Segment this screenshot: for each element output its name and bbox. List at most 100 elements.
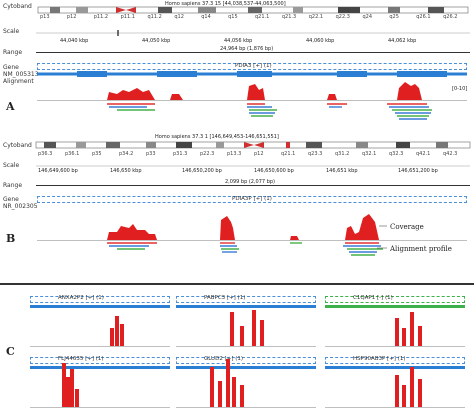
coverage-baseline xyxy=(176,346,316,347)
band-label: q21.1 xyxy=(255,14,270,20)
band-label: q23.3 xyxy=(308,151,323,157)
gene-box-b[interactable] xyxy=(37,196,467,203)
band-label: q31.2 xyxy=(335,151,350,157)
cytoband-label: Cytoband xyxy=(3,3,32,10)
scale-tick-label: 44,060 kbp xyxy=(306,38,335,44)
band-label: p13.3 xyxy=(227,151,242,157)
coverage-peak xyxy=(395,318,399,346)
alignment-label: Alignment xyxy=(3,78,34,85)
coverage-peak xyxy=(120,324,124,346)
scale-tick-label: 44,040 kbp xyxy=(60,38,89,44)
mini-gene-track xyxy=(30,305,170,308)
band-label: p36.3 xyxy=(38,151,53,157)
mini-gene-box[interactable] xyxy=(325,357,465,364)
scale-tick-label: 146,651,200 bp xyxy=(398,168,438,174)
coverage-peak xyxy=(110,328,114,346)
range-label: Range xyxy=(3,49,23,56)
band-label: p13 xyxy=(40,14,50,20)
band-label: q42.1 xyxy=(416,151,431,157)
band-label: q14 xyxy=(201,14,211,20)
scale-label-b: Scale xyxy=(3,162,20,169)
coverage-baseline xyxy=(30,407,170,408)
mini-gene-track xyxy=(325,366,465,369)
gene-name-b: PDIA3P [+] (1) xyxy=(232,196,272,202)
coverage-b xyxy=(107,214,387,256)
mini-gene-box[interactable] xyxy=(176,357,316,364)
mini-gene-track xyxy=(30,366,170,369)
coverage-peak xyxy=(210,367,214,407)
mini-gene-name: HSP90AB3P [+] (1) xyxy=(353,356,406,362)
band-label: p22.3 xyxy=(200,151,215,157)
coverage-annotation: Coverage xyxy=(390,223,424,231)
band-label: q21.1 xyxy=(281,151,296,157)
accession-label: NM_005313 xyxy=(3,71,39,78)
coverage-peak xyxy=(260,320,264,346)
mini-gene-box[interactable] xyxy=(30,357,170,364)
mini-gene-name: C1QAP1 [-] (1) xyxy=(353,295,393,301)
band-label: p31.3 xyxy=(173,151,188,157)
band-label: p12 xyxy=(66,14,77,20)
band-label: q12 xyxy=(174,14,184,20)
scale-tick-label: 146,650,200 bp xyxy=(182,168,222,174)
ideogram-b xyxy=(35,141,471,149)
mini-gene-box[interactable] xyxy=(30,296,170,303)
coverage-peak xyxy=(402,385,406,407)
genome-header-b: Homo sapiens 37.3 1 [146,649,453-146,651… xyxy=(155,134,279,140)
scale-tick-label: 44,062 kbp xyxy=(388,38,417,44)
scale-tick-label: 146,650 kbp xyxy=(110,168,142,174)
coverage-baseline xyxy=(176,407,316,408)
scale-tick-label: 146,649,600 bp xyxy=(38,168,78,174)
range-label-b: Range xyxy=(3,182,23,189)
mini-gene-name: FLJ44635 [+] (1) xyxy=(58,356,104,362)
coverage-peak xyxy=(232,377,236,407)
range-value: 24,964 bp (1,876 bp) xyxy=(220,46,274,52)
coverage-baseline xyxy=(30,346,170,347)
mini-gene-name: PABPC3 [+] (1) xyxy=(204,295,246,301)
coverage-peak xyxy=(240,326,244,346)
gene-box-a[interactable] xyxy=(37,63,467,70)
coverage-peak xyxy=(240,385,244,407)
mini-gene-track xyxy=(176,305,316,308)
coverage-baseline xyxy=(325,407,465,408)
coverage-peak xyxy=(70,369,74,407)
scale-tick-label: 146,650,600 bp xyxy=(254,168,294,174)
y-range-a: [0-10] xyxy=(452,86,468,92)
scale-ruler-b xyxy=(36,165,470,167)
mini-gene-track xyxy=(325,305,465,308)
gene-label: Gene xyxy=(3,64,19,71)
coverage-baseline xyxy=(325,346,465,347)
coverage-peak xyxy=(62,363,66,407)
scale-ruler-a xyxy=(36,30,470,36)
band-label: q22.1 xyxy=(308,14,324,20)
coverage-peak xyxy=(75,389,79,407)
band-label: p33 xyxy=(146,151,156,157)
band-label: q26.1 xyxy=(416,14,431,20)
band-label: q32.3 xyxy=(389,151,404,157)
range-value-b: 2,099 bp (2,077 bp) xyxy=(225,179,275,185)
band-label: q25 xyxy=(389,14,399,20)
band-label: q11.2 xyxy=(147,14,162,20)
panel-letter-a: A xyxy=(6,100,15,113)
band-label: q15 xyxy=(228,14,238,20)
scale-tick-label: 146,651 kbp xyxy=(326,168,358,174)
coverage-peak xyxy=(395,375,399,407)
accession-label-b: NR_002305 xyxy=(3,203,38,210)
band-label: q32.1 xyxy=(362,151,377,157)
mini-gene-track xyxy=(176,366,316,369)
mini-gene-name: GLUD2 [+] (1) xyxy=(204,356,243,362)
cytoband-label-b: Cytoband xyxy=(3,142,32,149)
band-label: p35 xyxy=(92,151,102,157)
gene-label-b: Gene xyxy=(3,196,19,203)
coverage-a xyxy=(107,82,432,120)
band-label: p12 xyxy=(254,151,264,157)
mini-gene-box[interactable] xyxy=(176,296,316,303)
mini-gene-box[interactable] xyxy=(325,296,465,303)
coverage-peak xyxy=(418,379,422,407)
coverage-peak xyxy=(418,326,422,346)
panel-letter-c: C xyxy=(6,345,15,358)
band-label: p11.2 xyxy=(93,14,109,20)
coverage-peak xyxy=(115,316,119,346)
panel-letter-b: B xyxy=(6,232,16,245)
band-label: q42.3 xyxy=(443,151,458,157)
band-label: p11.1 xyxy=(120,14,135,20)
